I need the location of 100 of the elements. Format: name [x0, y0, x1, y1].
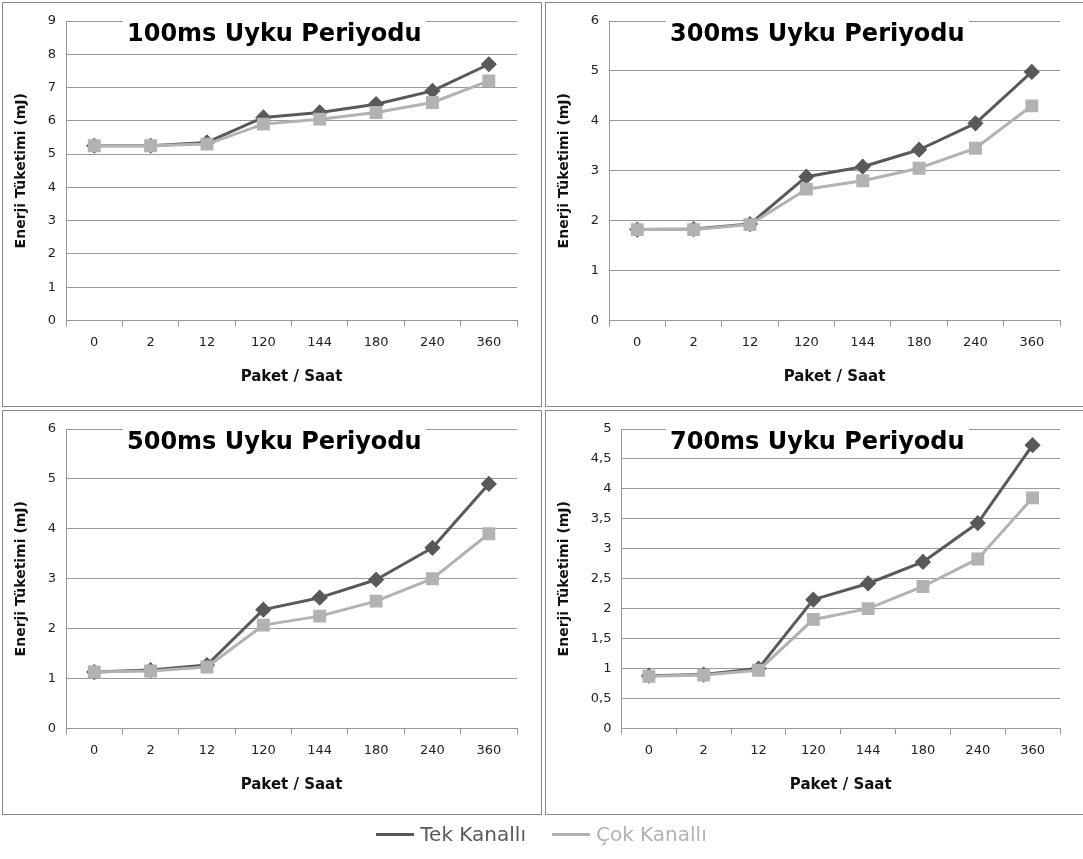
point	[369, 106, 383, 119]
chart-title: 300ms Uyku Periyodu	[666, 19, 969, 47]
y-tick-label: 4,5	[590, 450, 612, 466]
chart-title: 100ms Uyku Periyodu	[123, 19, 426, 47]
x-tick-label: 144	[850, 333, 876, 349]
y-tick-label: 2	[47, 245, 57, 261]
point	[313, 609, 327, 623]
point	[256, 117, 270, 131]
y-tick-label: 7	[47, 78, 57, 94]
point	[806, 612, 820, 626]
point	[971, 552, 985, 566]
x-tick-label: 120	[250, 741, 276, 757]
x-tick-label: 120	[800, 741, 826, 757]
x-tick-label: 12	[198, 333, 216, 349]
x-axis-title: Paket / Saat	[789, 774, 892, 793]
point	[1025, 99, 1039, 113]
point	[481, 56, 497, 72]
y-axis-title: Enerji Tüketimi (mJ)	[12, 93, 29, 249]
y-tick-label: 3,5	[590, 510, 612, 526]
x-axis-title: Paket / Saat	[240, 774, 343, 793]
point	[481, 476, 497, 492]
y-axis-title: Enerji Tüketimi (mJ)	[555, 501, 572, 657]
y-tick-label: 4	[603, 480, 612, 496]
x-tick-label: 120	[793, 333, 819, 349]
x-tick-label: 2	[146, 333, 155, 349]
x-tick-label: 144	[307, 741, 333, 757]
point	[255, 602, 271, 618]
legend-label: Çok Kanallı	[595, 822, 707, 846]
point	[915, 554, 931, 570]
x-axis-title: Paket / Saat	[783, 366, 886, 385]
y-tick-label: 0	[590, 311, 600, 327]
x-tick-label: 240	[965, 741, 991, 757]
point	[970, 515, 986, 531]
x-tick-label: 360	[1019, 333, 1045, 349]
x-tick-label: 240	[420, 741, 445, 757]
point	[256, 618, 270, 632]
x-tick-label: 180	[363, 333, 389, 349]
point	[1026, 491, 1040, 505]
x-tick-label: 0	[90, 741, 99, 757]
y-tick-label: 2	[47, 619, 57, 635]
x-tick-label: 240	[420, 333, 445, 349]
y-tick-label: 1	[47, 278, 57, 294]
y-tick-label: 0	[47, 311, 57, 327]
x-tick-label: 0	[644, 741, 654, 757]
point	[916, 580, 930, 593]
y-tick-label: 8	[47, 45, 57, 61]
y-tick-label: 5	[590, 62, 600, 78]
point	[369, 594, 383, 608]
x-tick-label: 12	[741, 333, 759, 349]
point	[426, 572, 439, 586]
y-tick-label: 9	[47, 12, 57, 28]
point	[969, 141, 982, 155]
point	[482, 527, 496, 541]
x-tick-label: 2	[689, 333, 698, 349]
chart-title: 700ms Uyku Periyodu	[666, 427, 969, 455]
y-tick-label: 6	[590, 12, 600, 28]
point	[856, 174, 870, 188]
x-tick-label: 12	[198, 741, 216, 757]
point	[313, 112, 327, 126]
point	[424, 540, 440, 556]
point	[911, 142, 927, 158]
point	[860, 575, 876, 591]
legend-label: Tek Kanallı	[420, 822, 526, 846]
y-tick-label: 2	[603, 600, 612, 616]
x-axis-title: Paket / Saat	[240, 366, 343, 385]
x-tick-label: 144	[307, 333, 333, 349]
x-tick-label: 2	[699, 741, 708, 757]
chart-title: 500ms Uyku Periyodu	[123, 427, 426, 455]
point	[805, 592, 821, 608]
y-tick-label: 6	[47, 112, 57, 128]
y-tick-label: 3	[603, 540, 612, 556]
y-tick-label: 1	[47, 669, 57, 685]
point	[967, 115, 983, 131]
point	[200, 660, 214, 674]
point	[799, 182, 813, 196]
point	[912, 161, 926, 175]
y-tick-label: 5	[603, 420, 612, 436]
y-tick-label: 2	[590, 211, 600, 227]
point	[482, 74, 496, 88]
y-tick-label: 1,5	[590, 629, 612, 645]
point	[1024, 64, 1040, 80]
y-tick-label: 1	[603, 659, 612, 675]
x-tick-label: 360	[476, 333, 502, 349]
x-tick-label: 120	[250, 333, 276, 349]
y-tick-label: 0	[603, 719, 612, 735]
point	[312, 590, 328, 606]
x-tick-label: 180	[906, 333, 932, 349]
x-tick-label: 12	[750, 741, 767, 757]
point	[368, 572, 384, 588]
y-tick-label: 0,5	[590, 689, 612, 705]
x-tick-label: 0	[633, 333, 642, 349]
y-tick-label: 3	[47, 570, 57, 586]
point	[855, 159, 871, 175]
point	[1025, 437, 1041, 453]
y-tick-label: 0	[47, 719, 57, 735]
x-tick-label: 2	[146, 741, 155, 757]
x-tick-label: 144	[855, 741, 881, 757]
y-tick-label: 4	[47, 178, 57, 194]
y-tick-label: 5	[47, 145, 57, 161]
y-axis-title: Enerji Tüketimi (mJ)	[12, 501, 29, 657]
